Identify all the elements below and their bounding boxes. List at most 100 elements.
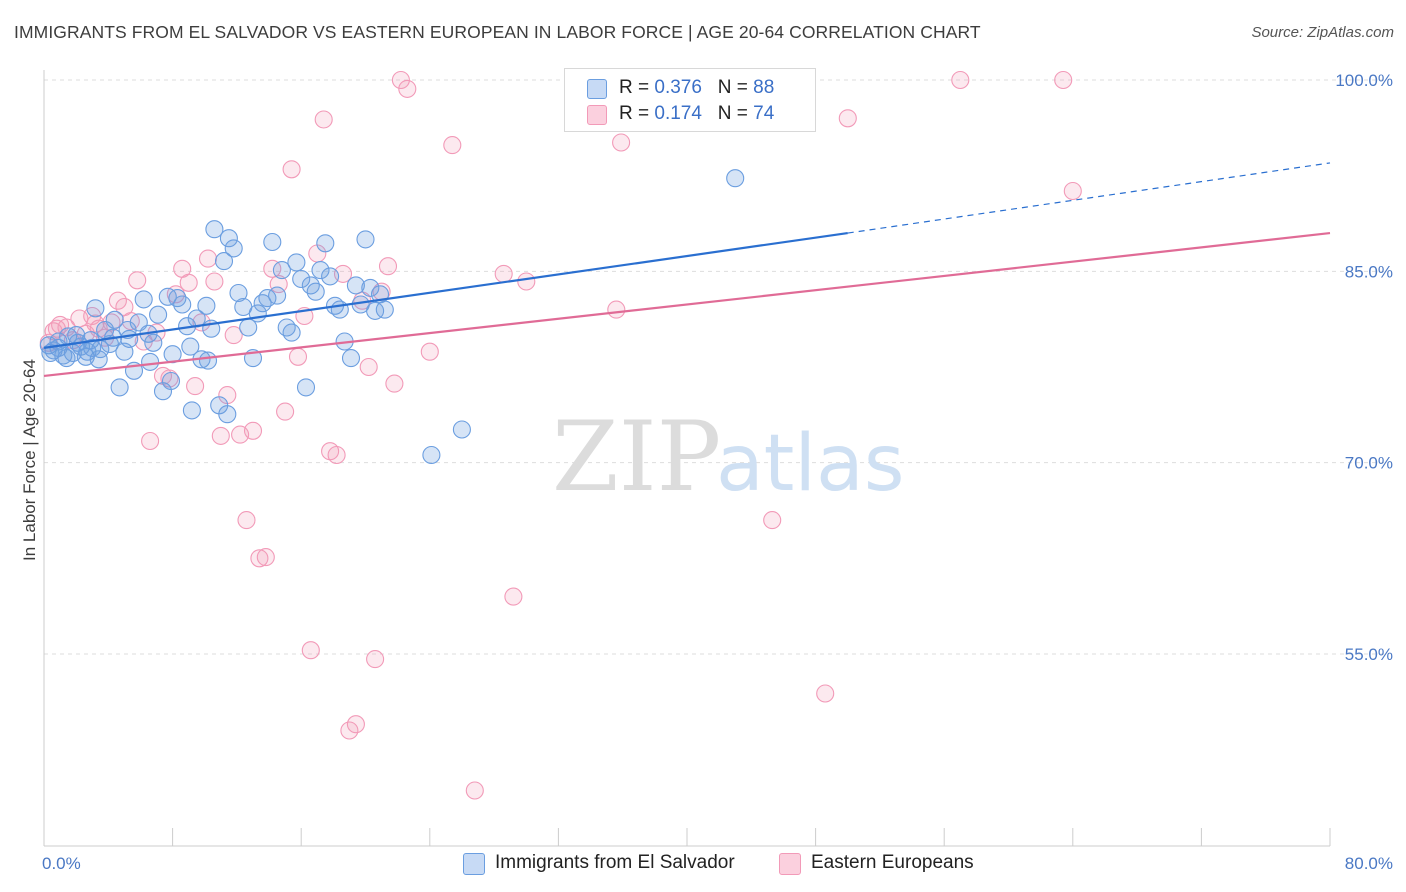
data-point — [224, 326, 243, 345]
data-point — [612, 133, 631, 152]
legend-swatch-pink — [779, 853, 801, 875]
y-axis-label: In Labor Force | Age 20-64 — [20, 359, 39, 561]
axes — [43, 70, 1331, 847]
data-point — [83, 338, 102, 357]
r-label: R = — [619, 103, 650, 124]
data-point — [198, 351, 218, 370]
data-point — [1063, 181, 1082, 201]
x-tick-label-min: 0.0% — [42, 854, 81, 873]
data-point — [105, 310, 124, 329]
data-point — [276, 402, 295, 421]
trend-line-eastern-europeans — [43, 231, 1331, 378]
r-value: 0.376 — [654, 77, 702, 98]
data-point — [158, 287, 177, 306]
legend-swatch-pink — [587, 105, 607, 125]
legend-stats: R = 0.376 N = 88 — [619, 77, 774, 99]
data-point — [311, 261, 330, 280]
data-point — [346, 276, 365, 295]
data-point — [263, 259, 282, 278]
data-point — [243, 421, 263, 440]
n-label: N = — [717, 77, 748, 98]
data-point — [838, 109, 857, 128]
data-point — [205, 220, 224, 239]
data-point — [269, 275, 288, 294]
data-point — [296, 378, 316, 397]
trend-lines — [43, 162, 1331, 378]
data-point — [86, 299, 105, 318]
data-point — [211, 426, 230, 445]
data-point — [504, 587, 523, 606]
data-point — [263, 232, 282, 252]
data-point — [327, 445, 346, 465]
data-point — [110, 378, 129, 397]
data-point — [205, 272, 224, 291]
data-point — [102, 313, 121, 332]
chart-title: IMMIGRANTS FROM EL SALVADOR VS EASTERN E… — [14, 22, 981, 42]
data-point — [301, 641, 320, 660]
data-point — [282, 160, 301, 179]
data-point — [237, 511, 256, 530]
data-point — [250, 549, 269, 568]
data-point — [224, 239, 243, 258]
data-point — [314, 110, 333, 129]
data-point — [420, 342, 439, 361]
y-tick-label: 100.0% — [1335, 71, 1393, 90]
data-point — [330, 300, 349, 319]
data-point — [378, 257, 398, 276]
data-point — [517, 272, 536, 291]
watermark: ZIP atlas — [552, 401, 905, 513]
data-point — [1054, 70, 1073, 90]
data-point — [134, 290, 153, 309]
y-tick-label: 55.0% — [1345, 645, 1393, 664]
chart-source: Source: ZipAtlas.com — [1251, 24, 1394, 41]
data-point — [86, 314, 105, 333]
correlation-legend: R = 0.376 N = 88 R = 0.174 N = 74 — [564, 68, 816, 132]
legend-label: Eastern Europeans — [811, 852, 974, 873]
r-label: R = — [619, 77, 650, 98]
legend-stats: R = 0.174 N = 74 — [619, 103, 774, 125]
data-point — [108, 291, 127, 310]
data-point — [385, 374, 404, 393]
x-tick-label-max: 80.0% — [1345, 854, 1393, 873]
data-point — [89, 350, 108, 369]
data-point — [341, 349, 361, 368]
data-point — [186, 377, 205, 396]
data-point — [144, 333, 163, 352]
data-point — [229, 283, 248, 303]
data-point — [346, 715, 365, 734]
data-point — [359, 357, 378, 377]
watermark-atlas: atlas — [716, 419, 905, 509]
data-point — [149, 305, 168, 324]
data-point — [214, 252, 234, 271]
trend-line-el-salvador — [43, 231, 848, 349]
n-value: 74 — [753, 103, 775, 124]
data-point — [816, 684, 835, 703]
data-point — [398, 79, 417, 98]
legend-label: Immigrants from El Salvador — [495, 852, 735, 873]
data-point — [607, 300, 626, 319]
data-point — [197, 296, 216, 315]
n-label: N = — [717, 103, 748, 124]
data-point — [272, 261, 291, 280]
data-point — [218, 405, 237, 424]
data-point — [182, 401, 201, 420]
data-point — [306, 282, 325, 301]
data-point — [282, 323, 301, 342]
data-point — [161, 371, 181, 391]
data-point — [256, 548, 275, 567]
y-tick-label: 70.0% — [1345, 454, 1393, 473]
data-point — [422, 445, 441, 465]
data-point — [287, 253, 306, 272]
data-point — [356, 230, 375, 249]
data-point — [321, 267, 340, 286]
data-point — [443, 136, 462, 155]
data-point — [951, 70, 970, 90]
data-point — [316, 234, 335, 253]
r-value: 0.174 — [654, 103, 702, 124]
data-point — [141, 431, 160, 451]
y-tick-label: 85.0% — [1345, 262, 1393, 281]
data-point — [763, 511, 782, 530]
data-point — [340, 721, 359, 740]
data-point — [452, 420, 471, 439]
